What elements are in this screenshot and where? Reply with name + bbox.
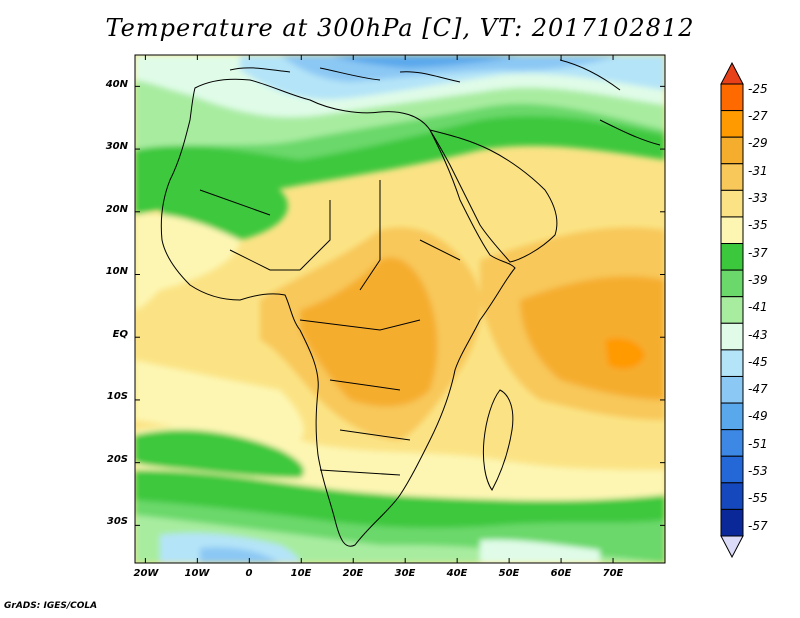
colorbar-swatch [720,110,744,138]
colorbar-label-41: -41 [748,300,768,314]
colorbar-label-33: -33 [748,191,768,205]
lat-label-20s: 20S [106,454,128,465]
colorbar-swatch [720,429,744,457]
colorbar-swatch [720,455,744,484]
colorbar-swatch [720,482,744,510]
colorbar-swatch [720,243,744,271]
colorbar-label-27: -27 [748,109,768,123]
colorbar-swatch [720,83,744,112]
lon-label-10e: 10E [290,568,312,579]
colorbar-label-43: -43 [748,328,768,342]
axis-ticks [135,55,665,563]
colorbar-bottom-triangle [720,535,744,558]
lat-label-30n: 30N [105,141,128,152]
colorbar-swatch [720,508,744,537]
lon-label-60e: 60E [550,568,572,579]
lon-label-70e: 70E [602,568,624,579]
lon-label-10w: 10W [184,568,210,579]
colorbar-swatch [720,322,744,351]
colorbar-swatch [720,375,744,404]
colorbar-label-31: -31 [748,164,768,178]
colorbar-swatch [720,216,744,245]
colorbar-top-triangle [720,62,744,85]
lat-label-30s: 30S [106,516,128,527]
lon-label-50e: 50E [498,568,520,579]
lat-label-20n: 20N [105,204,128,215]
lat-label-40n: 40N [105,79,128,90]
lon-label-20w: 20W [133,568,159,579]
colorbar-swatch [720,402,744,431]
colorbar-swatch [720,296,744,324]
temperature-field [135,55,665,563]
colorbar-label-39: -39 [748,273,768,287]
colorbar-label-25: -25 [748,82,768,96]
colorbar-label-51: -51 [748,437,768,451]
colorbar-label-37: -37 [748,246,768,260]
colorbar-label-49: -49 [748,409,768,423]
colorbar-swatch [720,349,744,377]
colorbar-label-53: -53 [748,464,768,478]
lon-label-30e: 30E [394,568,416,579]
colorbar-swatch [720,163,744,191]
colorbar-swatch [720,269,744,298]
colorbar-label-35: -35 [748,218,768,232]
colorbar [720,62,744,558]
coastlines [160,59,661,547]
colorbar-label-47: -47 [748,382,768,396]
lat-label-10n: 10N [105,266,128,277]
lat-label-10s: 10S [106,391,128,402]
lon-label-40e: 40E [446,568,468,579]
colorbar-label-55: -55 [748,491,768,505]
colorbar-label-29: -29 [748,136,768,150]
colorbar-swatch [720,189,744,218]
lat-label-eq: EQ [112,329,128,340]
map-title: Temperature at 300hPa [C], VT: 201710281… [105,14,695,42]
colorbar-label-57: -57 [748,519,768,533]
lon-label-20e: 20E [342,568,364,579]
colorbar-label-45: -45 [748,355,768,369]
footer-credit: GrADS: IGES/COLA [4,601,98,611]
lon-label-0: 0 [245,568,253,579]
plot-frame [134,54,666,564]
colorbar-swatch [720,136,744,165]
